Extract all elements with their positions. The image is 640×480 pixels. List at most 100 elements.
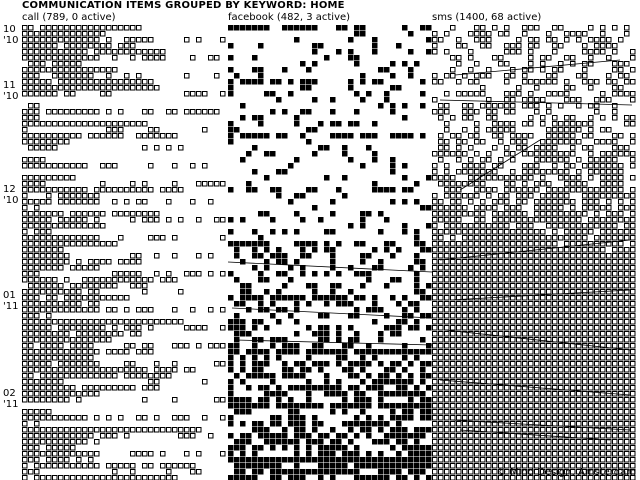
facebook-cell: [336, 403, 342, 409]
sms-cell: [600, 469, 606, 475]
facebook-cell: [258, 79, 264, 85]
sms-cell: [486, 151, 492, 157]
facebook-cell: [330, 445, 336, 451]
call-cell: [28, 145, 34, 151]
sms-cell: [552, 379, 558, 385]
call-cell: [94, 307, 100, 313]
sms-cell: [630, 229, 636, 235]
sms-cell: [582, 373, 588, 379]
call-cell: [160, 235, 166, 241]
call-cell: [52, 427, 58, 433]
sms-cell: [594, 313, 600, 319]
call-cell: [64, 289, 70, 295]
sms-cell: [618, 343, 624, 349]
facebook-cell: [336, 241, 342, 247]
call-cell: [208, 109, 214, 115]
facebook-cell: [234, 73, 240, 79]
sms-cell: [438, 439, 444, 445]
call-cell: [148, 37, 154, 43]
facebook-cell: [336, 133, 342, 139]
facebook-cell: [390, 415, 396, 421]
call-cell: [34, 409, 40, 415]
facebook-cell: [408, 73, 414, 79]
sms-cell: [552, 217, 558, 223]
call-cell: [70, 349, 76, 355]
sms-cell: [570, 433, 576, 439]
facebook-cell: [330, 295, 336, 301]
sms-cell: [510, 175, 516, 181]
sms-cell: [510, 391, 516, 397]
call-cell: [88, 463, 94, 469]
call-cell: [106, 433, 112, 439]
sms-cell: [492, 397, 498, 403]
facebook-cell: [234, 409, 240, 415]
sms-cell: [456, 223, 462, 229]
sms-cell: [570, 475, 576, 480]
call-cell: [58, 283, 64, 289]
month-label-nov-2010: 11 '10: [3, 80, 19, 102]
call-cell: [88, 121, 94, 127]
sms-cell: [486, 439, 492, 445]
call-cell: [148, 187, 154, 193]
facebook-cell: [258, 235, 264, 241]
call-cell: [88, 37, 94, 43]
call-cell: [124, 121, 130, 127]
sms-cell: [438, 343, 444, 349]
call-cell: [130, 385, 136, 391]
sms-cell: [528, 247, 534, 253]
sms-cell: [588, 169, 594, 175]
sms-cell: [468, 67, 474, 73]
call-cell: [172, 235, 178, 241]
sms-cell: [456, 457, 462, 463]
facebook-cell: [336, 295, 342, 301]
call-cell: [76, 223, 82, 229]
facebook-cell: [336, 463, 342, 469]
sms-cell: [594, 277, 600, 283]
sms-cell: [432, 229, 438, 235]
sms-cell: [528, 325, 534, 331]
facebook-cell: [258, 463, 264, 469]
sms-cell: [498, 439, 504, 445]
sms-cell: [588, 313, 594, 319]
facebook-cell: [396, 277, 402, 283]
call-cell: [88, 361, 94, 367]
call-cell: [124, 295, 130, 301]
sms-cell: [624, 433, 630, 439]
sms-cell: [438, 457, 444, 463]
sms-cell: [564, 121, 570, 127]
sms-cell: [450, 223, 456, 229]
call-cell: [70, 223, 76, 229]
call-cell: [46, 379, 52, 385]
sms-cell: [528, 349, 534, 355]
sms-cell: [612, 469, 618, 475]
sms-cell: [630, 175, 636, 181]
facebook-cell: [372, 379, 378, 385]
sms-cell: [600, 247, 606, 253]
sms-cell: [570, 427, 576, 433]
sms-cell: [606, 439, 612, 445]
sms-cell: [618, 445, 624, 451]
sms-cell: [456, 373, 462, 379]
call-cell: [46, 301, 52, 307]
call-cell: [220, 181, 226, 187]
facebook-cell: [264, 91, 270, 97]
facebook-cell: [414, 463, 420, 469]
call-cell: [94, 301, 100, 307]
facebook-cell: [246, 187, 252, 193]
facebook-cell: [228, 361, 234, 367]
sms-cell: [504, 337, 510, 343]
sms-cell-grid: [432, 25, 636, 480]
sms-cell: [612, 277, 618, 283]
sms-cell: [468, 397, 474, 403]
sms-cell: [600, 193, 606, 199]
call-cell: [28, 433, 34, 439]
call-cell: [196, 37, 202, 43]
sms-cell: [480, 217, 486, 223]
call-cell: [106, 277, 112, 283]
call-cell: [28, 331, 34, 337]
call-cell: [202, 163, 208, 169]
sms-cell: [444, 211, 450, 217]
sms-cell: [564, 139, 570, 145]
facebook-cell: [252, 115, 258, 121]
sms-cell: [552, 319, 558, 325]
